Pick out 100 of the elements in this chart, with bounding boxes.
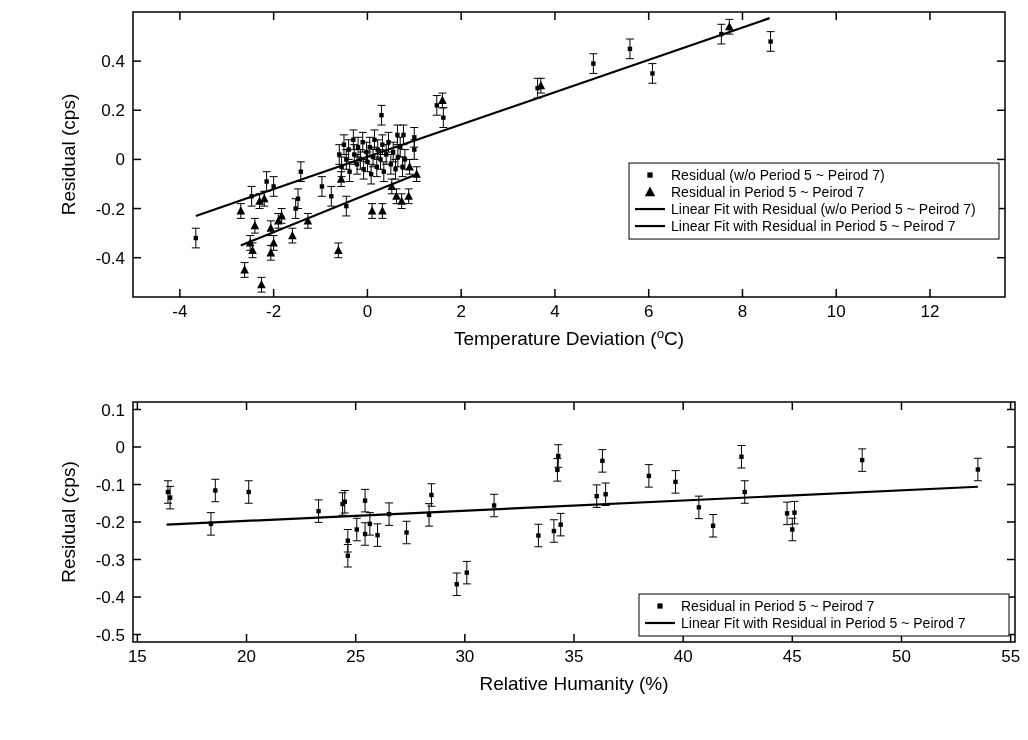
x-tick-label: 15 (127, 647, 147, 666)
x-tick-label: 30 (455, 647, 475, 666)
y-tick-label: -0.4 (95, 588, 125, 607)
point (380, 142, 385, 147)
point (725, 22, 734, 31)
point (400, 164, 405, 169)
point (341, 142, 347, 147)
y-tick-label: 0.4 (101, 52, 125, 72)
point (395, 132, 400, 138)
point (266, 223, 276, 232)
point (269, 238, 278, 247)
point (277, 211, 286, 220)
y-tick-label: 0.1 (101, 400, 125, 420)
legend-label: Residual (w/o Period 5 ~ Peirod 7) (671, 167, 885, 184)
point (365, 159, 370, 165)
x-tick-label: 45 (782, 647, 802, 666)
x-tick-label: 0 (362, 302, 373, 321)
point (316, 508, 321, 514)
point (591, 61, 596, 66)
y-tick-label: -0.2 (95, 199, 125, 219)
x-tick-label: 55 (1001, 647, 1021, 666)
y-axis-title: Residual (cps) (58, 93, 79, 216)
point (378, 157, 383, 162)
legend-label: Residual in Period 5 ~ Peirod 7 (671, 184, 865, 201)
y-tick-label: 0 (115, 438, 125, 457)
point (336, 174, 346, 183)
x-tick-label: 8 (737, 302, 748, 321)
x-tick-label: 6 (643, 302, 654, 321)
point (404, 530, 409, 535)
point (975, 467, 981, 472)
y-tick-label: -0.1 (95, 475, 125, 495)
y-tick-label: -0.5 (95, 625, 125, 645)
point (650, 71, 655, 76)
x-axis-title: Relative Humanity (%) (479, 673, 669, 694)
x-axis-title: Temperature Deviation ($^{o}$C) (453, 325, 685, 349)
point (379, 112, 384, 118)
point (264, 179, 269, 184)
point (536, 533, 541, 538)
x-tick-label: 40 (673, 647, 693, 666)
point (351, 137, 356, 142)
point (386, 140, 391, 145)
point (361, 167, 366, 172)
point (271, 184, 276, 189)
point (329, 194, 334, 199)
x-tick-label: 35 (564, 647, 584, 666)
point (673, 479, 678, 485)
point (558, 522, 563, 527)
point (362, 498, 368, 503)
point (412, 147, 417, 152)
point (429, 492, 434, 498)
x-tick-label: 12 (920, 302, 940, 321)
point (404, 191, 413, 200)
legend-label: Linear Fit with Residual in Period 5 ~ Peirod 7 (671, 218, 956, 235)
point (367, 206, 377, 215)
point (739, 454, 744, 459)
point (768, 39, 773, 44)
point (696, 505, 702, 510)
x-tick-label: 20 (237, 647, 256, 666)
point (167, 495, 173, 500)
point (334, 245, 343, 254)
point (344, 203, 349, 209)
point (319, 184, 325, 189)
y-tick-label: 0.2 (101, 101, 125, 121)
point (491, 503, 497, 508)
point (240, 265, 249, 274)
point (393, 167, 398, 172)
legend-label: Linear Fit with Residual in Period 5 ~ Peirod 7 (681, 615, 966, 631)
point (213, 488, 218, 493)
point (401, 132, 406, 138)
point (378, 206, 387, 215)
point (790, 527, 795, 532)
point (346, 147, 351, 152)
point (784, 511, 790, 516)
x-tick-label: 25 (346, 647, 366, 666)
x-tick-label: 10 (826, 302, 846, 321)
point (381, 169, 387, 174)
point (288, 230, 297, 240)
y-tick-label: -0.2 (95, 513, 125, 532)
x-tick-label: 50 (892, 647, 911, 666)
x-tick-label: -4 (172, 302, 188, 321)
y-tick-label: -0.3 (95, 550, 125, 570)
point (298, 169, 304, 174)
point (375, 532, 380, 538)
point (255, 196, 264, 205)
point (434, 103, 439, 108)
point (354, 527, 359, 532)
y-axis-title: Residual (cps) (58, 461, 79, 583)
legend-label: Linear Fit with Residual (w/o Period 5 ~ Peirod 7) (671, 201, 976, 218)
point (464, 570, 470, 575)
point (236, 206, 246, 215)
x-tick-label: 4 (550, 302, 560, 321)
point (792, 510, 797, 515)
point (293, 206, 298, 211)
point (347, 169, 352, 174)
point (392, 191, 401, 200)
legend-label: Residual in Period 5 ~ Peirod 7 (681, 598, 875, 614)
x-tick-label: 2 (456, 302, 466, 321)
point (354, 162, 360, 167)
point (438, 95, 447, 105)
point (603, 492, 608, 497)
